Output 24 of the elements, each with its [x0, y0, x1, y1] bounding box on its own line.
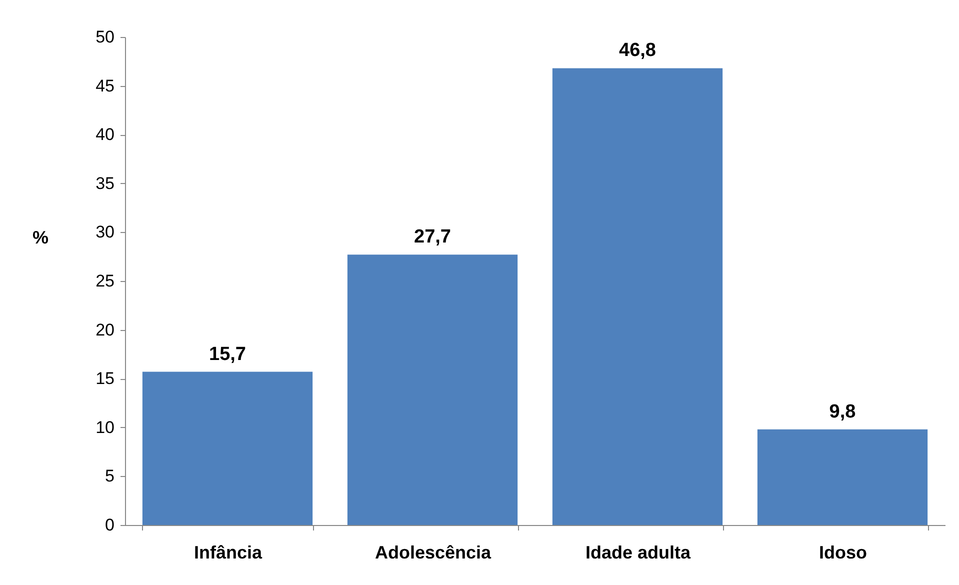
data-label: 15,7	[209, 344, 246, 365]
y-tick-label: 50	[96, 28, 114, 46]
y-tick-label: 0	[105, 516, 114, 534]
y-tick-label: 15	[96, 369, 114, 388]
y-tick-label: 5	[105, 466, 114, 486]
data-label: 27,7	[414, 226, 451, 248]
x-tick-label: Infância	[194, 542, 263, 562]
bar	[552, 68, 723, 525]
x-tick-label: Idade adulta	[585, 542, 692, 562]
x-tick-label: Idoso	[819, 542, 867, 562]
bar	[142, 372, 313, 525]
data-label: 46,8	[619, 40, 656, 62]
bar	[347, 254, 518, 525]
y-tick-label: 45	[96, 76, 114, 96]
data-label: 9,8	[829, 401, 856, 422]
y-tick-label: 25	[96, 272, 114, 290]
x-tick-label: Adolescência	[374, 542, 492, 562]
y-tick-label: 35	[96, 174, 114, 193]
y-axis-title: %	[32, 228, 49, 248]
y-tick-label: 10	[96, 418, 114, 437]
y-tick-label: 40	[96, 125, 114, 144]
y-tick-label: 30	[96, 222, 114, 242]
y-tick-label: 20	[96, 320, 114, 340]
bar	[757, 429, 928, 525]
